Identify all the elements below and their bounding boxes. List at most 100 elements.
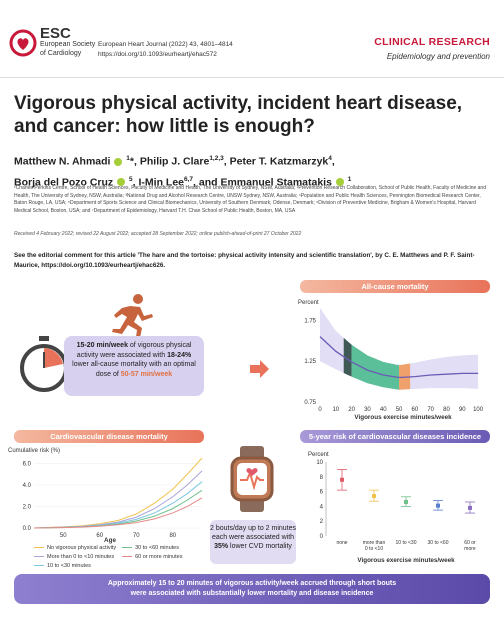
author-name[interactable]: Borja del Pozo Cruz	[14, 176, 114, 188]
x-tick-label: 30 to <60	[428, 540, 449, 546]
x-axis-label: Age	[104, 537, 116, 544]
orcid-icon[interactable]	[117, 178, 126, 187]
bouts-text: 2 bouts/day up to 2 minutes each were as…	[210, 525, 296, 541]
y-tick-label: 4	[320, 504, 324, 510]
x-tick-label: 40	[380, 407, 387, 413]
x-tick-label: 10 to <30	[396, 540, 417, 546]
highlight-20-50	[351, 344, 400, 390]
y-tick-label: 0.75	[304, 400, 316, 406]
summary-text: of vigorous physical activity were assoc…	[76, 342, 192, 359]
x-tick-label: 50	[396, 407, 403, 413]
affiliations: ¹Charles Perkins Centre, School of Healt…	[14, 185, 486, 214]
author-sup: 1	[347, 175, 352, 183]
x-tick-label: 60 or	[464, 540, 476, 546]
bouts-summary: 2 bouts/day up to 2 minutes each were as…	[210, 520, 296, 564]
society-line-1: European Society	[40, 41, 96, 48]
legend-item: 30 to <60 minutes	[122, 544, 182, 553]
y-tick-label: 1.25	[304, 359, 316, 365]
stopwatch-icon	[20, 336, 68, 392]
author-list: Matthew N. Ahmadi 1*, Philip J. Clare1,2…	[14, 150, 494, 191]
section-title: CLINICAL RESEARCH	[374, 36, 490, 48]
runner-icon	[112, 294, 153, 338]
journal-citation: European Heart Journal (2022) 43, 4801–4…	[98, 40, 233, 60]
article-title: Vigorous physical activity, incident hea…	[14, 93, 463, 137]
optimal-dose: 50-57 min/week	[120, 370, 173, 378]
hazard-line	[319, 336, 479, 379]
header-divider	[0, 77, 504, 78]
author-sup: 1	[126, 155, 130, 162]
author-mark: *,	[129, 155, 137, 168]
summary-text: lower all-cause mortality with an optima…	[72, 361, 196, 378]
author-name[interactable]: , and Emmanuel Stamatakis	[193, 176, 332, 188]
legend-swatch	[122, 555, 133, 558]
y-tick-label: 1.75	[304, 318, 316, 324]
series-line	[33, 481, 203, 529]
chart-title: 5-year risk of cardiovascular diseases i…	[308, 432, 482, 441]
x-axis-label: Vigorous exercise minutes/week	[354, 414, 452, 421]
legend-label: More than 0 to <10 minutes	[47, 554, 115, 560]
section-subtitle: Epidemiology and prevention	[386, 52, 490, 61]
x-tick-label: 80	[443, 407, 450, 413]
series-line	[33, 497, 203, 529]
highlight-15-20	[343, 337, 352, 377]
author-name[interactable]: Philip J. Clare	[139, 155, 210, 168]
chart-title: Cardiovascular disease mortality	[50, 432, 168, 441]
x-tick-label: more	[464, 546, 476, 552]
author-name[interactable]: , Peter T. Katzmarzyk	[223, 155, 329, 168]
society-name: ESC European Society of Cardiology	[40, 26, 95, 58]
x-tick-label: 0	[318, 407, 322, 413]
all-cause-summary: 15-20 min/week of vigorous physical acti…	[64, 336, 204, 396]
legend-items: No vigorous physical activity More than 0…	[34, 544, 214, 571]
legend-swatch	[34, 546, 44, 549]
cvd-mortality-header: Cardiovascular disease mortality	[14, 430, 204, 443]
y-tick-label: 4.0	[23, 483, 32, 489]
legend-column: 30 to <60 minutes 60 or more minutes	[122, 544, 182, 571]
legend-column: No vigorous physical activity More than 0…	[34, 544, 116, 571]
y-tick-label: 6	[320, 490, 324, 496]
x-tick-label: 80	[169, 533, 176, 539]
section-label: CLINICAL RESEARCH Epidemiology and preve…	[374, 36, 490, 61]
journal-reference: European Heart Journal (2022) 43, 4801–4…	[98, 41, 233, 48]
legend-label: 30 to <60 minutes	[135, 545, 179, 551]
legend-item: No vigorous physical activity	[34, 544, 116, 553]
heart-logo-icon	[9, 29, 37, 57]
author-separator: ,	[331, 155, 335, 168]
legend-swatch	[34, 555, 44, 558]
author-sup: 5	[129, 175, 133, 183]
x-tick-label: 70	[133, 533, 140, 539]
smartwatch-icon	[230, 446, 274, 512]
article-header: ESC European Society of Cardiology Europ…	[0, 0, 504, 78]
x-tick-label: 70	[427, 407, 434, 413]
author-name[interactable]: , I-Min Lee	[132, 176, 184, 188]
all-cause-header: All-cause mortality	[300, 280, 490, 293]
data-point	[404, 499, 408, 504]
cvd-incidence-header: 5-year risk of cardiovascular diseases i…	[300, 430, 490, 443]
editorial-note[interactable]: See the editorial comment for this artic…	[14, 252, 475, 269]
x-tick-label: 30	[364, 407, 371, 413]
legend-label: No vigorous physical activity	[47, 545, 117, 551]
risk-reduction: 18-24%	[167, 351, 192, 359]
bouts-text: lower CVD mortality	[228, 543, 292, 550]
y-tick-label: 10	[316, 460, 323, 466]
data-point	[340, 477, 344, 482]
orcid-icon[interactable]	[114, 157, 123, 166]
orcid-icon[interactable]	[335, 178, 344, 187]
x-tick-label: 10	[332, 407, 339, 413]
x-tick-label: 0 to <10	[365, 546, 383, 552]
author-name[interactable]: Matthew N. Ahmadi	[14, 155, 111, 168]
x-tick-label: 60	[412, 407, 419, 413]
x-tick-label: more than	[363, 540, 386, 546]
legend-swatch	[34, 564, 44, 567]
y-axis-label: Percent	[298, 300, 319, 306]
society-line-2: of Cardiology	[40, 49, 82, 57]
chart-title: All-cause mortality	[361, 282, 429, 291]
dose-range: 15-20 min/week	[76, 342, 128, 349]
doi-link[interactable]: https://doi.org/10.1093/eurheartj/ehac57…	[98, 51, 217, 58]
data-point	[468, 505, 472, 510]
y-tick-label: 8	[320, 475, 324, 481]
legend-swatch	[122, 546, 133, 549]
x-tick-label: 100	[473, 407, 484, 413]
conclusion-line-1: Approximately 15 to 20 minutes of vigoro…	[107, 580, 397, 587]
x-axis-label: Vigorous exercise minutes/week	[357, 557, 455, 564]
y-tick-label: 2	[320, 519, 324, 525]
